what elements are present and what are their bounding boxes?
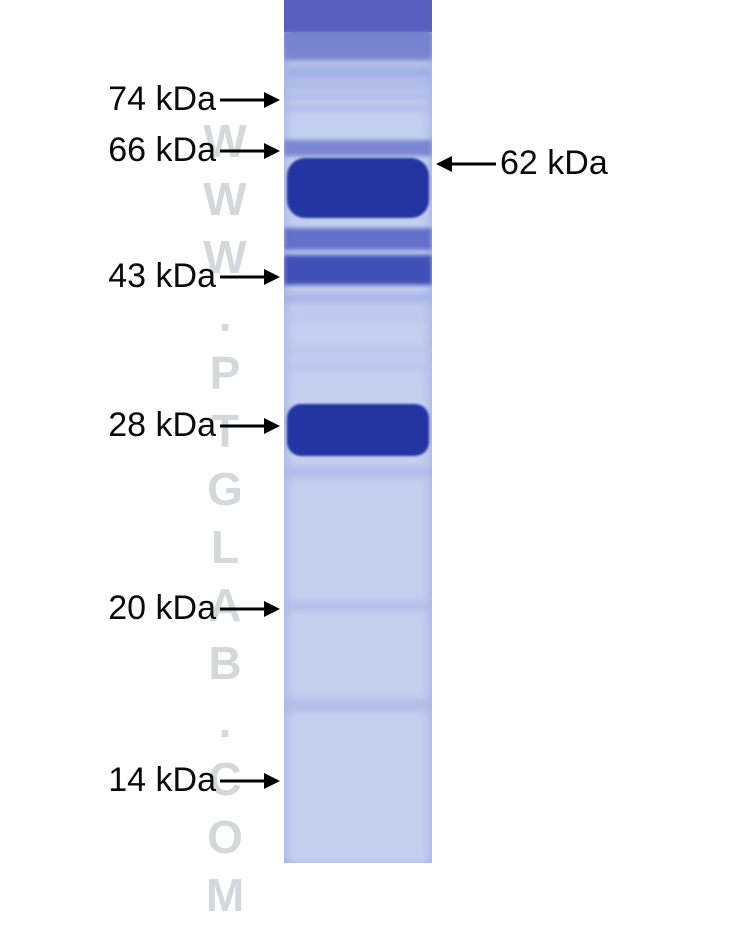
gel-band: [284, 140, 432, 156]
gel-band: [284, 104, 432, 112]
gel-band: [284, 80, 432, 90]
gel-band: [284, 698, 432, 712]
marker-text: 74 kDa: [108, 80, 216, 119]
marker-label-left: 43 kDa: [108, 257, 280, 296]
gel-band: [284, 66, 432, 80]
gel-band: [284, 228, 432, 250]
gel-band: [284, 292, 432, 304]
marker-text: 62 kDa: [500, 144, 608, 183]
marker-label-left: 14 kDa: [108, 761, 280, 800]
arrow-right-icon: [220, 771, 280, 791]
arrow-right-icon: [220, 267, 280, 287]
gel-lane: [284, 0, 432, 863]
marker-text: 43 kDa: [108, 257, 216, 296]
marker-text: 66 kDa: [108, 131, 216, 170]
arrow-right-icon: [220, 599, 280, 619]
marker-label-left: 74 kDa: [108, 80, 280, 119]
gel-band: [284, 92, 432, 100]
marker-text: 20 kDa: [108, 589, 216, 628]
arrow-right-icon: [220, 141, 280, 161]
marker-label-left: 66 kDa: [108, 131, 280, 170]
marker-label-left: 20 kDa: [108, 589, 280, 628]
marker-text: 14 kDa: [108, 761, 216, 800]
gel-band: [284, 362, 432, 372]
marker-label-left: 28 kDa: [108, 406, 280, 445]
gel-band: [287, 404, 429, 456]
gel-band: [284, 0, 432, 32]
gel-band: [284, 32, 432, 60]
gel-band: [284, 466, 432, 478]
arrow-right-icon: [220, 90, 280, 110]
marker-label-right: 62 kDa: [436, 144, 608, 183]
marker-text: 28 kDa: [108, 406, 216, 445]
arrow-left-icon: [436, 154, 496, 174]
gel-band: [287, 158, 429, 218]
gel-image: WWW.PTGLAB.COM 74 kDa66 kDa43 kDa28 kDa2…: [0, 0, 740, 863]
gel-band: [284, 255, 432, 285]
gel-band: [284, 310, 432, 322]
gel-band: [284, 345, 432, 355]
arrow-right-icon: [220, 416, 280, 436]
gel-band: [284, 600, 432, 612]
